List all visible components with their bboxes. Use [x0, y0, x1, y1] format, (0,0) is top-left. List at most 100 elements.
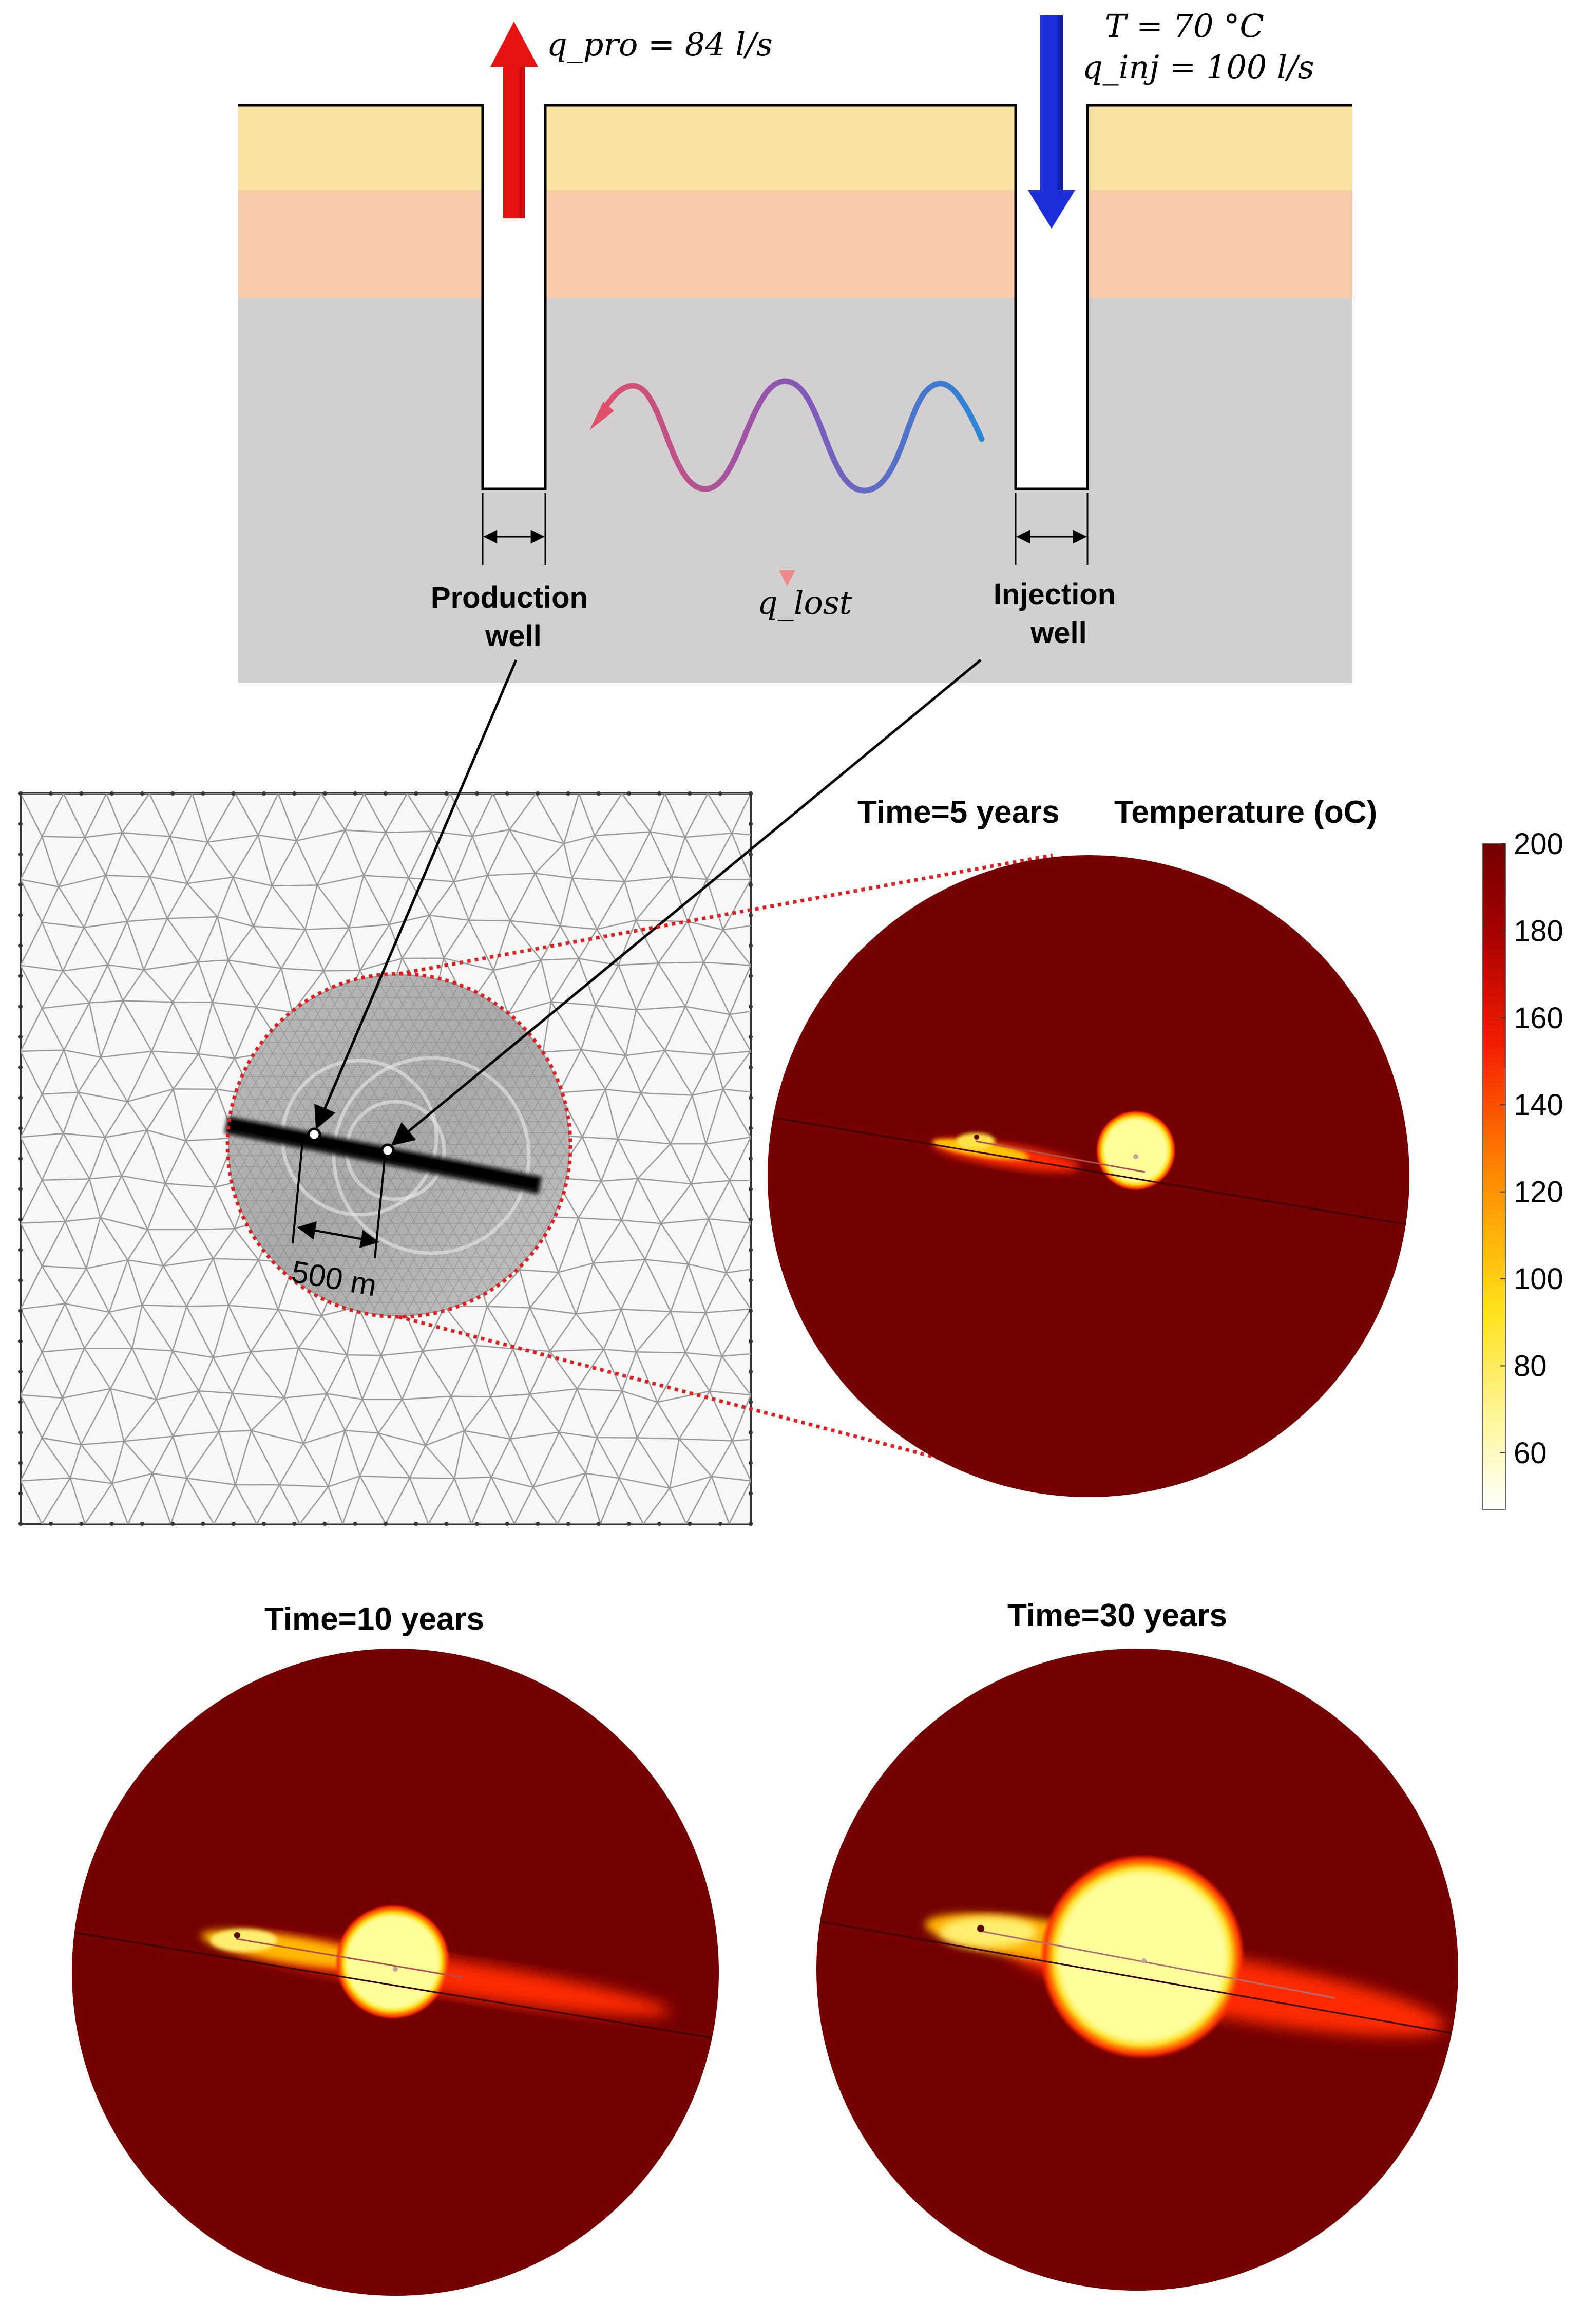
injection-flow-arrow — [1028, 15, 1075, 229]
mesh-node — [749, 974, 753, 978]
mesh-node — [18, 1004, 23, 1009]
mesh-node — [749, 1217, 753, 1222]
mesh-node — [18, 1187, 23, 1192]
injection-temperature-label: T = 70 °C — [1105, 7, 1264, 45]
mesh-node — [596, 1522, 601, 1526]
mesh-node — [18, 1369, 23, 1374]
mesh-node — [201, 791, 205, 796]
mesh-node — [749, 1339, 753, 1344]
mesh-node — [262, 791, 266, 796]
colorbar-ramp — [1482, 843, 1506, 1510]
mesh-node — [18, 1248, 23, 1252]
mesh-node — [322, 791, 327, 796]
mesh-node — [444, 791, 449, 796]
heat-loss-arrowhead — [779, 570, 795, 587]
zoom-region-outline — [225, 972, 572, 1319]
mesh-node — [140, 1522, 144, 1526]
mesh-node — [596, 791, 601, 796]
mesh-boundary-nodes — [18, 791, 753, 1526]
colorbar-tick-label: 200 — [1514, 827, 1563, 861]
snapshot-5-years-domain — [768, 855, 1409, 1497]
mesh-node — [505, 791, 509, 796]
mesh-node — [749, 1278, 753, 1282]
production-well-diameter-marker — [482, 493, 546, 565]
mesh-node — [18, 852, 23, 857]
injection-rate-label: q_inj = 100 l/s — [1082, 48, 1314, 86]
mesh-node — [536, 1522, 540, 1526]
mesh-node — [353, 1522, 357, 1526]
mesh-node — [749, 1309, 753, 1313]
mesh-node — [384, 1522, 388, 1526]
mesh-node — [414, 791, 418, 796]
mesh-node — [18, 1430, 23, 1435]
mesh-node — [18, 1278, 23, 1282]
production-well-marker — [307, 1127, 321, 1142]
mesh-node — [18, 1339, 23, 1344]
mesh-node — [749, 1400, 753, 1404]
mesh-node — [749, 1430, 753, 1435]
mesh-node — [749, 822, 753, 826]
mesh-node — [18, 1491, 23, 1496]
mesh-node — [566, 791, 570, 796]
mesh-node — [18, 1035, 23, 1039]
mesh-node — [749, 1522, 753, 1526]
mesh-node — [749, 852, 753, 857]
mesh-node — [749, 1461, 753, 1465]
mesh-node — [18, 1461, 23, 1465]
mesh-node — [749, 943, 753, 948]
reservoir-layer — [238, 298, 1352, 683]
mesh-node — [231, 791, 236, 796]
injection-well-diameter-marker — [1015, 493, 1089, 565]
mesh-node — [79, 1522, 84, 1526]
heat-exchange-arrowhead — [589, 402, 614, 430]
colorbar-tick-label: 80 — [1514, 1349, 1547, 1383]
production-flow-arrow — [490, 22, 538, 218]
mesh-node — [262, 1522, 266, 1526]
colorbar-ticks: 200 180 160 140 120 100 80 60 — [1500, 827, 1563, 1470]
heat-exchange-wave — [595, 378, 985, 494]
snapshot-30-years: Time=30 years — [816, 1598, 1458, 2291]
production-well-label-line2: well — [485, 619, 542, 653]
mesh-node — [749, 1248, 753, 1252]
mesh-node — [18, 1157, 23, 1161]
lost-heat-label: q_lost — [757, 584, 852, 621]
mesh-node — [627, 791, 631, 796]
snapshot-30-years-title: Time=30 years — [1007, 1598, 1227, 1633]
injection-well-leader — [391, 659, 982, 1146]
colorbar-tick-label: 180 — [1514, 914, 1563, 948]
mesh-node — [749, 1004, 753, 1009]
mesh-node — [18, 791, 23, 796]
mesh-node — [49, 1522, 53, 1526]
mesh-node — [292, 1522, 297, 1526]
mesh-node — [109, 791, 114, 796]
mesh-node — [749, 1126, 753, 1130]
mesh-node — [18, 822, 23, 826]
mesh-node — [18, 1095, 23, 1100]
mesh-node — [749, 1035, 753, 1039]
middle-layer — [238, 190, 1352, 298]
mesh-node — [170, 1522, 175, 1526]
mesh-node — [322, 1522, 327, 1526]
mesh-node — [688, 791, 692, 796]
production-well-label: Production well — [431, 581, 596, 653]
mesh-node — [414, 1522, 418, 1526]
mesh-node — [18, 1400, 23, 1404]
mesh-node — [505, 1522, 509, 1526]
temperature-colorbar: Temperature (oC) 200 180 160 140 120 100 80 60 — [1114, 795, 1563, 1510]
mesh-node — [79, 791, 84, 796]
shallow-layer — [238, 105, 1352, 190]
mesh-node — [657, 791, 662, 796]
mesh-node — [749, 882, 753, 887]
mesh-node — [201, 1522, 205, 1526]
mesh-node — [627, 1522, 631, 1526]
production-well-label-line1: Production — [431, 581, 588, 614]
mesh-node — [18, 974, 23, 978]
colorbar-tick-label: 120 — [1514, 1176, 1563, 1209]
mesh-node — [474, 1522, 479, 1526]
snapshot-5-years-title: Time=5 years — [857, 795, 1060, 830]
injection-well-label: Injection well — [994, 578, 1124, 650]
injection-well-label-line2: well — [1030, 616, 1087, 650]
mesh-node — [749, 791, 753, 796]
mesh-node — [718, 791, 722, 796]
mesh-node — [18, 913, 23, 917]
